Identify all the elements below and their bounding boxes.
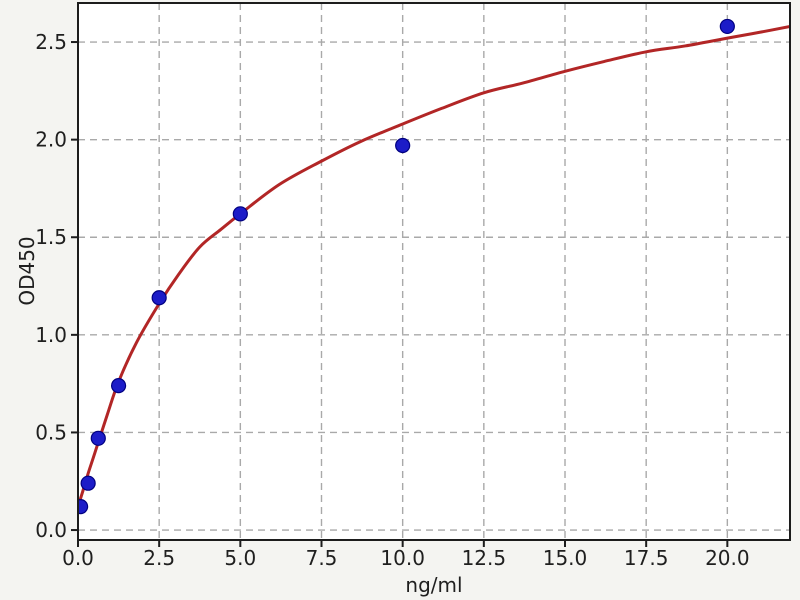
x-tick-label: 2.5 [143,546,175,570]
y-tick-label: 2.5 [35,30,67,54]
x-tick-label: 5.0 [224,546,256,570]
data-point [90,430,106,446]
x-tick-label: 15.0 [543,546,588,570]
y-tick-label: 1.5 [35,225,67,249]
data-point [232,206,248,222]
data-point [80,475,96,491]
y-tick-label: 2.0 [35,128,67,152]
y-tick-label: 1.0 [35,323,67,347]
y-tick-label: 0.5 [35,420,67,444]
x-tick-label: 10.0 [380,546,425,570]
x-tick-label: 7.5 [306,546,338,570]
y-axis-label: OD450 [15,236,39,306]
x-tick-label: 0.0 [62,546,94,570]
x-axis-label: ng/ml [405,573,463,597]
y-tick-label: 0.0 [35,518,67,542]
plot-area [78,3,790,540]
data-point [110,377,127,394]
data-point [78,499,89,515]
x-tick-label: 17.5 [624,546,669,570]
data-point [395,137,411,154]
data-point [151,290,167,306]
plot-border [77,2,791,541]
data-point [719,18,735,35]
x-tick-label: 20.0 [705,546,750,570]
x-tick-label: 12.5 [462,546,507,570]
